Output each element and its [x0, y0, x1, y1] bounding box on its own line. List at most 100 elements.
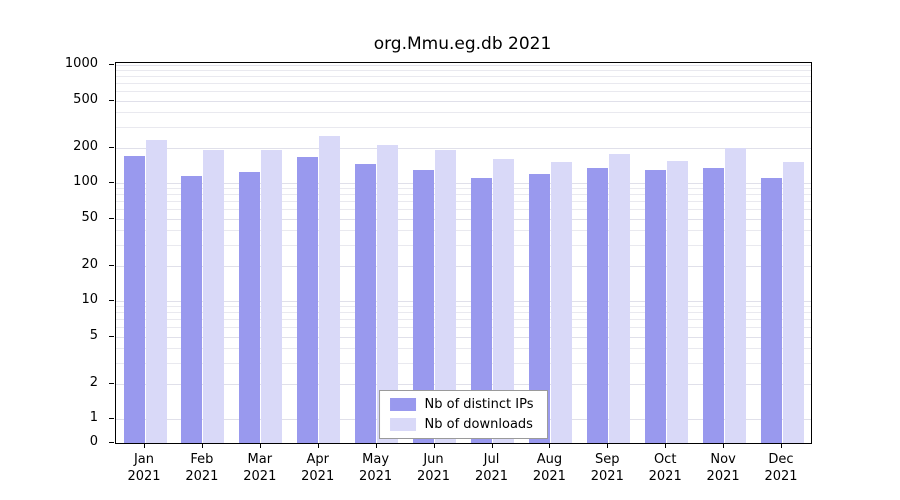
bar-downloads-apr: [319, 136, 341, 443]
y-tick-label: 1000: [64, 56, 98, 71]
gridline: [116, 147, 811, 149]
y-tick-mark: [109, 182, 114, 183]
legend-label: Nb of downloads: [424, 417, 533, 432]
x-tick-mark: [259, 443, 261, 448]
bar-ips-jun: [413, 169, 434, 443]
y-tick-mark: [109, 64, 114, 65]
gridline: [116, 70, 811, 72]
x-tick-mark: [433, 443, 435, 448]
bar-ips-mar: [239, 171, 261, 443]
legend-label: Nb of distinct IPs: [424, 397, 534, 412]
bar-downloads-nov: [724, 147, 746, 443]
y-tick-mark: [109, 217, 114, 219]
gridline: [116, 218, 811, 220]
x-tick-mark: [375, 443, 377, 448]
y-axis: 1000 500 200 100 50 20 10 5 2 1 0: [0, 57, 114, 449]
bar-downloads-jun: [435, 150, 456, 443]
gridline: [116, 201, 811, 203]
chart-title: org.Mmu.eg.db 2021: [373, 34, 552, 54]
downloads-legend-swatch: [389, 418, 416, 431]
y-tick-mark: [109, 146, 114, 148]
y-tick-label: 1: [89, 410, 98, 425]
gridline: [116, 65, 811, 66]
x-axis: Jan 2021 Feb 2021 Mar 2021 Apr 2021 May 2021 Jun 20…: [115, 443, 810, 493]
legend-row: Nb of distinct IPs: [389, 397, 534, 412]
y-tick-label: 2: [89, 374, 98, 390]
y-tick-label: 200: [73, 138, 98, 154]
gridline: [116, 91, 811, 93]
x-tick-label: Jan 2021: [127, 452, 161, 484]
x-tick-label: Nov 2021: [706, 452, 740, 484]
ips-legend-swatch: [389, 398, 416, 411]
y-tick-mark: [109, 382, 114, 384]
x-tick-mark: [317, 443, 319, 448]
gridline: [116, 312, 811, 314]
x-tick-mark: [781, 443, 782, 448]
x-tick-label: Aug 2021: [532, 452, 566, 484]
bar-ips-sep: [586, 167, 608, 443]
gridline: [116, 126, 811, 128]
bar-ips-apr: [297, 157, 319, 443]
bar-ips-jul: [471, 178, 492, 443]
x-tick-mark: [665, 443, 667, 448]
gridline: [116, 100, 811, 102]
y-tick-label: 20: [81, 256, 98, 272]
bar-ips-aug: [528, 173, 550, 443]
bar-ips-feb: [181, 175, 203, 443]
bar-ips-nov: [702, 167, 724, 443]
gridline: [116, 209, 811, 211]
x-tick-label: Sep 2021: [590, 452, 624, 484]
bar-downloads-jan: [145, 140, 167, 443]
y-tick-label: 0: [89, 434, 98, 449]
gridline: [116, 383, 811, 385]
x-tick-mark: [549, 443, 551, 448]
plot-area: Nb of distinct IPs Nb of downloads: [115, 62, 812, 444]
y-tick-mark: [109, 264, 114, 266]
gridline: [116, 301, 811, 302]
x-tick-label: Feb 2021: [185, 452, 219, 484]
gridline: [116, 83, 811, 85]
gridline: [116, 327, 811, 329]
gridline: [116, 76, 811, 78]
x-tick-mark: [201, 443, 203, 448]
bar-downloads-oct: [666, 160, 688, 443]
bar-ips-jan: [123, 155, 145, 443]
gridline: [116, 183, 811, 184]
bar-ips-oct: [644, 169, 666, 443]
gridline: [116, 112, 811, 113]
gridline: [116, 194, 811, 196]
x-tick-mark: [491, 443, 493, 448]
y-tick-label: 5: [89, 327, 98, 343]
x-tick-label: Mar 2021: [243, 452, 277, 484]
x-tick-label: Dec 2021: [764, 452, 798, 484]
gridline: [116, 348, 811, 349]
gridline: [116, 244, 811, 246]
bar-ips-dec: [760, 178, 782, 443]
x-tick-mark: [607, 443, 609, 448]
y-tick-mark: [109, 99, 114, 101]
x-tick-label: Oct 2021: [648, 452, 682, 484]
x-tick-label: Jul 2021: [474, 452, 509, 484]
legend: Nb of distinct IPs Nb of downloads: [378, 390, 549, 439]
x-tick-mark: [144, 443, 145, 448]
y-tick-label: 50: [81, 209, 98, 225]
bar-downloads-aug: [550, 162, 572, 443]
bar-downloads-may: [377, 145, 399, 443]
legend-row: Nb of downloads: [389, 417, 534, 432]
bar-downloads-jul: [493, 158, 514, 443]
gridline: [116, 230, 811, 231]
gridline: [116, 306, 811, 308]
gridline: [116, 265, 811, 267]
bar-downloads-sep: [608, 154, 630, 443]
gridline: [116, 188, 811, 190]
gridline: [116, 319, 811, 321]
x-tick-label: May 2021: [359, 452, 393, 484]
y-tick-label: 500: [73, 91, 98, 107]
bar-downloads-mar: [261, 150, 283, 443]
gridline: [116, 362, 811, 364]
bar-downloads-dec: [782, 162, 804, 443]
y-tick-mark: [109, 418, 114, 419]
y-tick-mark: [109, 335, 114, 337]
x-tick-mark: [723, 443, 725, 448]
